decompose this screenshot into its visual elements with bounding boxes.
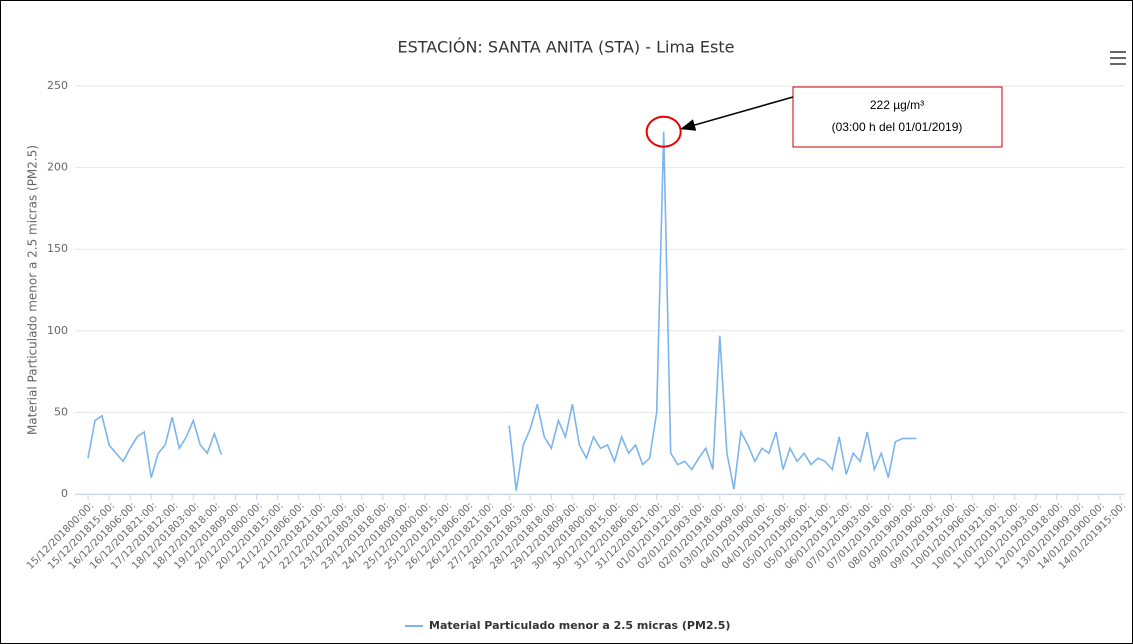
y-tick-label: 150 <box>47 242 68 255</box>
y-tick-label: 250 <box>47 79 68 92</box>
y-tick-label: 0 <box>61 487 68 500</box>
y-axis-label: Material Particulado menor a 2.5 micras … <box>26 145 40 435</box>
annotation-value: 222 µg/m³ <box>870 98 924 112</box>
annotation-text: (03:00 h del 01/01/2019) <box>832 120 963 134</box>
y-tick-label: 100 <box>47 324 68 337</box>
legend[interactable]: Material Particulado menor a 2.5 micras … <box>405 619 730 632</box>
annotation-circle <box>645 115 682 148</box>
legend-label: Material Particulado menor a 2.5 micras … <box>429 619 730 632</box>
y-tick-label: 50 <box>54 405 68 418</box>
series-line <box>87 131 917 491</box>
y-tick-label: 200 <box>47 161 68 174</box>
chart-title: ESTACIÓN: SANTA ANITA (STA) - Lima Este <box>398 38 735 57</box>
annotation-arrow <box>680 96 794 131</box>
menu-icon[interactable] <box>1110 51 1126 65</box>
annotation-box <box>792 86 1003 148</box>
